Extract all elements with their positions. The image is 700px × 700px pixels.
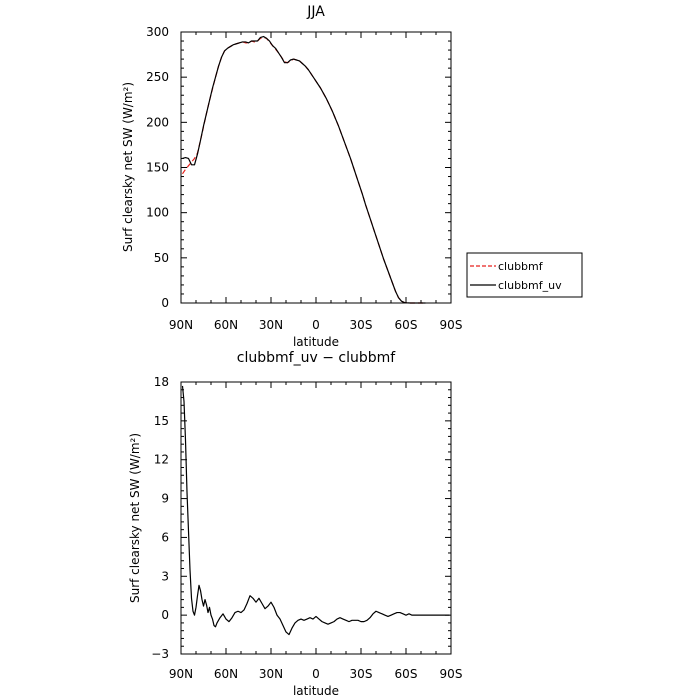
x-tick-label: 90N [169,318,193,332]
x-tick-label: 30S [350,667,373,681]
series-line-bottom-0 [181,385,450,636]
x-tick-label: 0 [312,667,320,681]
y-tick-label: 18 [154,375,169,389]
y-tick-label: −3 [151,647,169,661]
x-tick-label: 90N [169,667,193,681]
x-tick-label: 60S [395,667,418,681]
xlabel-bottom: latitude [293,684,339,698]
plot-frame-bottom [180,381,452,655]
x-tick-label: 60S [395,318,418,332]
x-tick-label: 60N [214,318,238,332]
y-tick-label: 200 [146,115,169,129]
legend-label-clubbmf-uv: clubbmf_uv [498,279,562,292]
y-tick-label: 6 [161,530,169,544]
x-tick-label: 30N [259,318,283,332]
y-tick-label: 250 [146,70,169,84]
x-tick-label: 0 [312,318,320,332]
y-tick-label: 3 [161,569,169,583]
y-tick-label: 50 [154,251,169,265]
series-line-top-1 [182,35,426,304]
title-bottom: clubbmf_uv − clubbmf [237,350,396,366]
plot-frame-top [180,31,452,304]
panel-bottom: clubbmf_uv − clubbmf 90N 60N 30N 0 30S 60S 90S… [128,350,462,698]
legend: clubbmf clubbmf_uv [466,252,583,298]
y-tick-label: 150 [146,161,169,175]
y-tick-label: 0 [161,296,169,310]
y-tick-label: 15 [154,414,169,428]
ylabel-top: Surf clearsky net SW (W/m²) [121,82,135,252]
xlabel-top: latitude [293,335,339,349]
y-tick-label: 300 [146,25,169,39]
legend-label-clubbmf: clubbmf [498,260,544,273]
y-tick-label: 0 [161,608,169,622]
y-tick-label: 100 [146,206,169,220]
y-tick-label: 9 [161,492,169,506]
x-tick-label: 90S [440,667,463,681]
y-tick-label: 12 [154,453,169,467]
series-line-top-0 [182,36,426,304]
x-tick-label: 60N [214,667,238,681]
ylabel-bottom: Surf clearsky net SW (W/m²) [128,433,142,603]
x-tick-label: 90S [440,318,463,332]
title-top: JJA [306,4,325,20]
x-tick-label: 30S [350,318,373,332]
legend-box [466,252,583,298]
panel-top: JJA 90N 60N 30N 0 30S 60S 90S 0 50 100 150 200 250 3… [121,4,462,349]
x-tick-label: 30N [259,667,283,681]
